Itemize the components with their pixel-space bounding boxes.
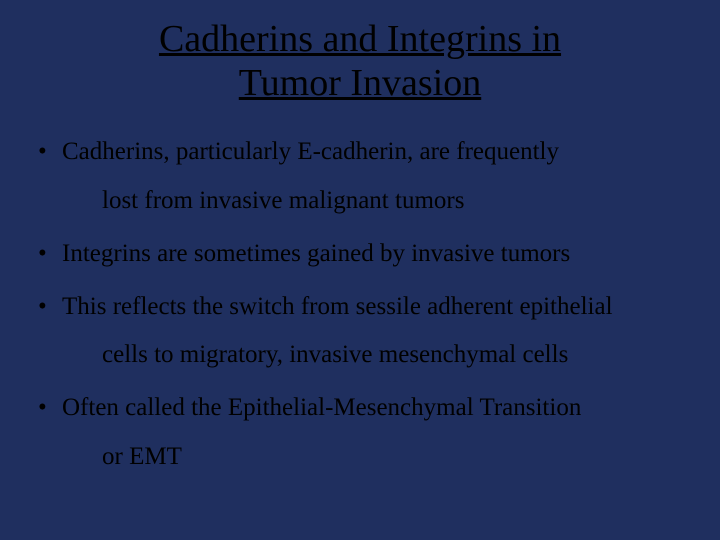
bullet-item: Often called the Epithelial-Mesenchymal … <box>38 389 690 477</box>
title-line-2: Tumor Invasion <box>239 62 481 104</box>
bullet-continuation: cells to migratory, invasive mesenchymal… <box>62 336 690 375</box>
bullet-text: Often called the Epithelial-Mesenchymal … <box>62 394 581 421</box>
bullet-text: Integrins are sometimes gained by invasi… <box>62 240 570 267</box>
title-line-1: Cadherins and Integrins in <box>159 18 561 60</box>
bullet-text: This reflects the switch from sessile ad… <box>62 293 613 320</box>
bullet-text: Cadherins, particularly E-cadherin, are … <box>62 138 559 165</box>
bullet-continuation: or EMT <box>62 438 690 477</box>
bullet-item: Integrins are sometimes gained by invasi… <box>38 235 690 274</box>
bullet-item: Cadherins, particularly E-cadherin, are … <box>38 133 690 221</box>
bullet-list: Cadherins, particularly E-cadherin, are … <box>30 133 690 476</box>
slide-title: Cadherins and Integrins in Tumor Invasio… <box>30 18 690 105</box>
bullet-item: This reflects the switch from sessile ad… <box>38 288 690 376</box>
slide-container: Cadherins and Integrins in Tumor Invasio… <box>0 0 720 540</box>
bullet-continuation: lost from invasive malignant tumors <box>62 182 690 221</box>
